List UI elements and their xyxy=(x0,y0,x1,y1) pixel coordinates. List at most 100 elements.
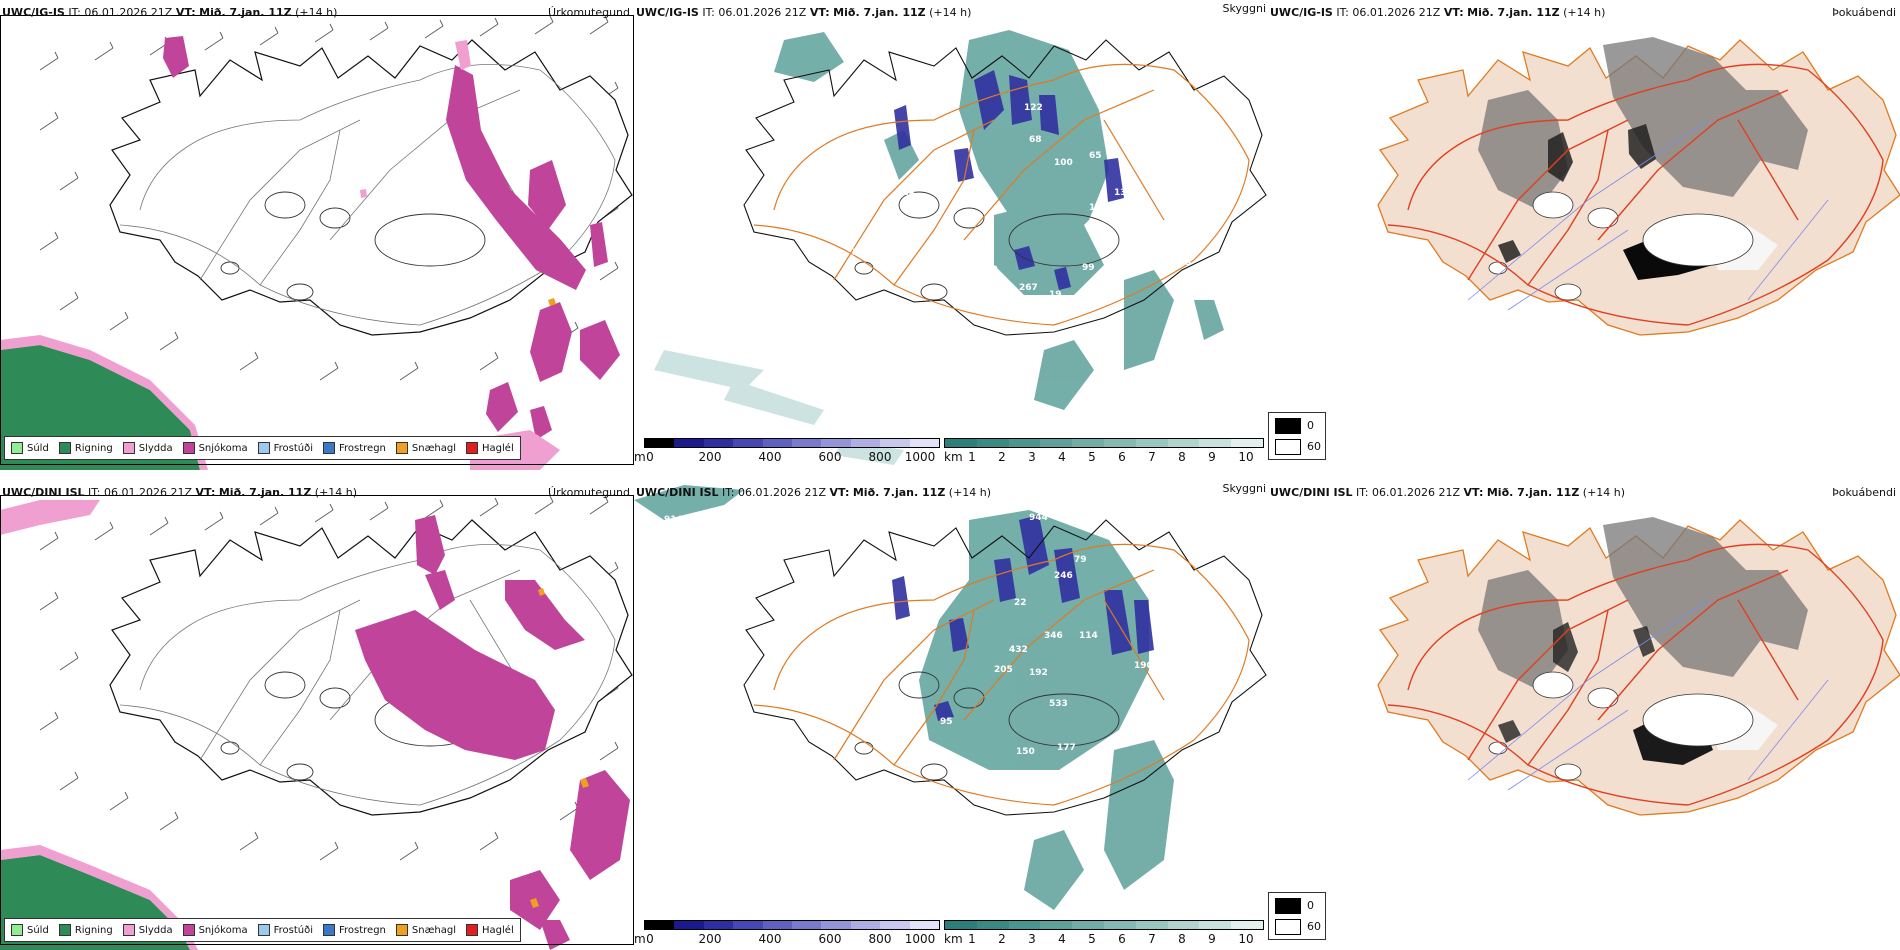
legend-item-slydda: Slydda xyxy=(122,924,173,936)
cloud-label: 34 xyxy=(1064,773,1077,783)
scale-step xyxy=(976,439,1009,447)
scale-tick: 400 xyxy=(758,450,782,464)
cloud-label: 99 xyxy=(1082,263,1095,273)
fog-panel-top: UWC/IG-IS IT: 06.01.2026 21Z VT: Mið. 7.… xyxy=(1268,0,1900,470)
fog-swatch-white xyxy=(1275,439,1301,455)
cloud-label: 177 xyxy=(1057,743,1076,753)
it-value: 06.01.2026 21Z xyxy=(1352,6,1441,19)
fog-map-top[interactable] xyxy=(1268,0,1900,470)
scale-step xyxy=(703,439,734,447)
precip-legend: Súld Rigning Slydda Snjókoma Frostúði Fr… xyxy=(4,918,521,942)
legend-swatch xyxy=(122,442,135,454)
scale-step xyxy=(850,921,881,929)
legend-item-hagel: Haglél xyxy=(466,924,514,936)
precip-frame-top xyxy=(0,15,634,465)
scale-step xyxy=(909,439,940,447)
height-scale: m 0 200 400 600 800 1000 xyxy=(634,438,940,470)
scale-step xyxy=(792,921,822,929)
fog-swatch-black xyxy=(1275,898,1301,914)
scale-tick: 8 xyxy=(1178,450,1186,464)
cloud-label: 150 xyxy=(1016,747,1035,757)
lead-time: (+14 h) xyxy=(1563,6,1606,19)
it-value: 06.01.2026 21Z xyxy=(84,6,173,19)
legend-label: Frostúði xyxy=(273,442,313,454)
legend-swatch xyxy=(11,442,23,454)
scale-step xyxy=(1135,921,1168,929)
scale-step xyxy=(1008,921,1041,929)
scale-tick: 800 xyxy=(868,450,892,464)
cloud-label: 89 xyxy=(1240,820,1253,830)
cloud-map-bottom[interactable]: 944 914 246 79 22 114 346 432 192 149 19… xyxy=(634,480,1268,950)
scale-tick: 6 xyxy=(1118,932,1126,946)
cloud-label: 20 xyxy=(1114,221,1127,231)
height-scale-bar xyxy=(644,920,940,930)
cloud-label: 114 xyxy=(1079,631,1098,641)
legend-item-snaehagl: Snæhagl xyxy=(395,442,456,454)
it-label: IT: xyxy=(1336,6,1349,19)
cloud-label: 79 xyxy=(1074,555,1087,565)
legend-item-hagel: Haglél xyxy=(466,442,514,454)
scale-tick: 600 xyxy=(818,450,842,464)
scale-tick: 1 xyxy=(968,932,976,946)
scale-step xyxy=(945,921,977,929)
fog-label: 60 xyxy=(1307,440,1321,453)
scale-tick: 800 xyxy=(868,932,892,946)
legend-label: Frostregn xyxy=(339,442,386,454)
precip-panel-top: UWC/IG-IS IT: 06.01.2026 21Z VT: Mið. 7.… xyxy=(0,0,634,470)
scale-tick: 5 xyxy=(1088,932,1096,946)
scale-step xyxy=(880,439,910,447)
lead-time: (+14 h) xyxy=(314,486,358,499)
cloud-map-top[interactable]: 122 68 100 65 137 190 20 214 140 267 214… xyxy=(634,0,1268,470)
cloud-label: 190 xyxy=(1089,203,1108,213)
legend-swatch xyxy=(182,442,195,454)
scale-step xyxy=(1231,921,1263,929)
scale-tick: 7 xyxy=(1148,932,1156,946)
panel-type-label: Þokuábendi xyxy=(1832,6,1896,19)
scale-step xyxy=(850,439,881,447)
panel-title: UWC/IG-IS IT: 06.01.2026 21Z VT: Mið. 7.… xyxy=(1270,6,1605,19)
legend-swatch xyxy=(466,924,479,936)
model-name: UWC/IG-IS xyxy=(2,6,65,19)
precip-legend: Súld Rigning Slydda Snjókoma Frostúði Fr… xyxy=(4,436,521,460)
lead-time: (+14 h) xyxy=(1582,486,1626,499)
visibility-scale-bar xyxy=(944,920,1264,930)
legend-item-sud: Súld xyxy=(11,442,49,454)
legend-label: Súld xyxy=(27,442,49,454)
scale-step xyxy=(1103,439,1136,447)
cloud-label: 140 xyxy=(979,265,998,275)
legend-item-sud: Súld xyxy=(11,924,49,936)
legend-swatch xyxy=(323,442,335,454)
scale-step xyxy=(821,921,851,929)
legend-item-frostudi: Frostúði xyxy=(257,442,313,454)
cloud-label: 214 xyxy=(1024,301,1043,311)
legend-swatch xyxy=(466,442,479,454)
scale-tick: 1000 xyxy=(904,450,936,464)
fog-swatch-black xyxy=(1275,418,1301,434)
vt-label: VT: xyxy=(829,486,850,499)
scale-step xyxy=(1040,439,1073,447)
legend-item-snjokoma: Snjókoma xyxy=(182,442,248,454)
panel-title: UWC/DINI ISL IT: 06.01.2026 21Z VT: Mið.… xyxy=(2,486,357,499)
scale-step xyxy=(1231,439,1263,447)
cloud-label: 533 xyxy=(1049,699,1068,709)
fog-label: 60 xyxy=(1307,920,1321,933)
lead-time: (+14 h) xyxy=(948,486,992,499)
it-label: IT: xyxy=(722,486,735,499)
legend-label: Haglél xyxy=(482,442,514,454)
legend-item-rigning: Rigning xyxy=(58,924,113,936)
vt-label: VT: xyxy=(1443,6,1464,19)
panel-title: UWC/DINI ISL IT: 06.01.2026 21Z VT: Mið.… xyxy=(1270,486,1625,499)
cloud-label: 95 xyxy=(940,717,953,727)
legend-swatch xyxy=(11,924,23,936)
cloud-panel-top: 122 68 100 65 137 190 20 214 140 267 214… xyxy=(634,0,1268,470)
scale-tick: 2 xyxy=(998,450,1006,464)
it-label: IT: xyxy=(68,6,81,19)
scale-tick: 10 xyxy=(1238,450,1254,464)
it-value: 06.01.2026 21Z xyxy=(1372,486,1461,499)
cloud-label: 97 xyxy=(1174,671,1187,681)
fog-label: 0 xyxy=(1307,899,1314,912)
scale-tick: 9 xyxy=(1208,932,1216,946)
fog-map-bottom[interactable] xyxy=(1268,480,1900,950)
scale-step xyxy=(1167,439,1200,447)
scale-tick: 6 xyxy=(1118,450,1126,464)
